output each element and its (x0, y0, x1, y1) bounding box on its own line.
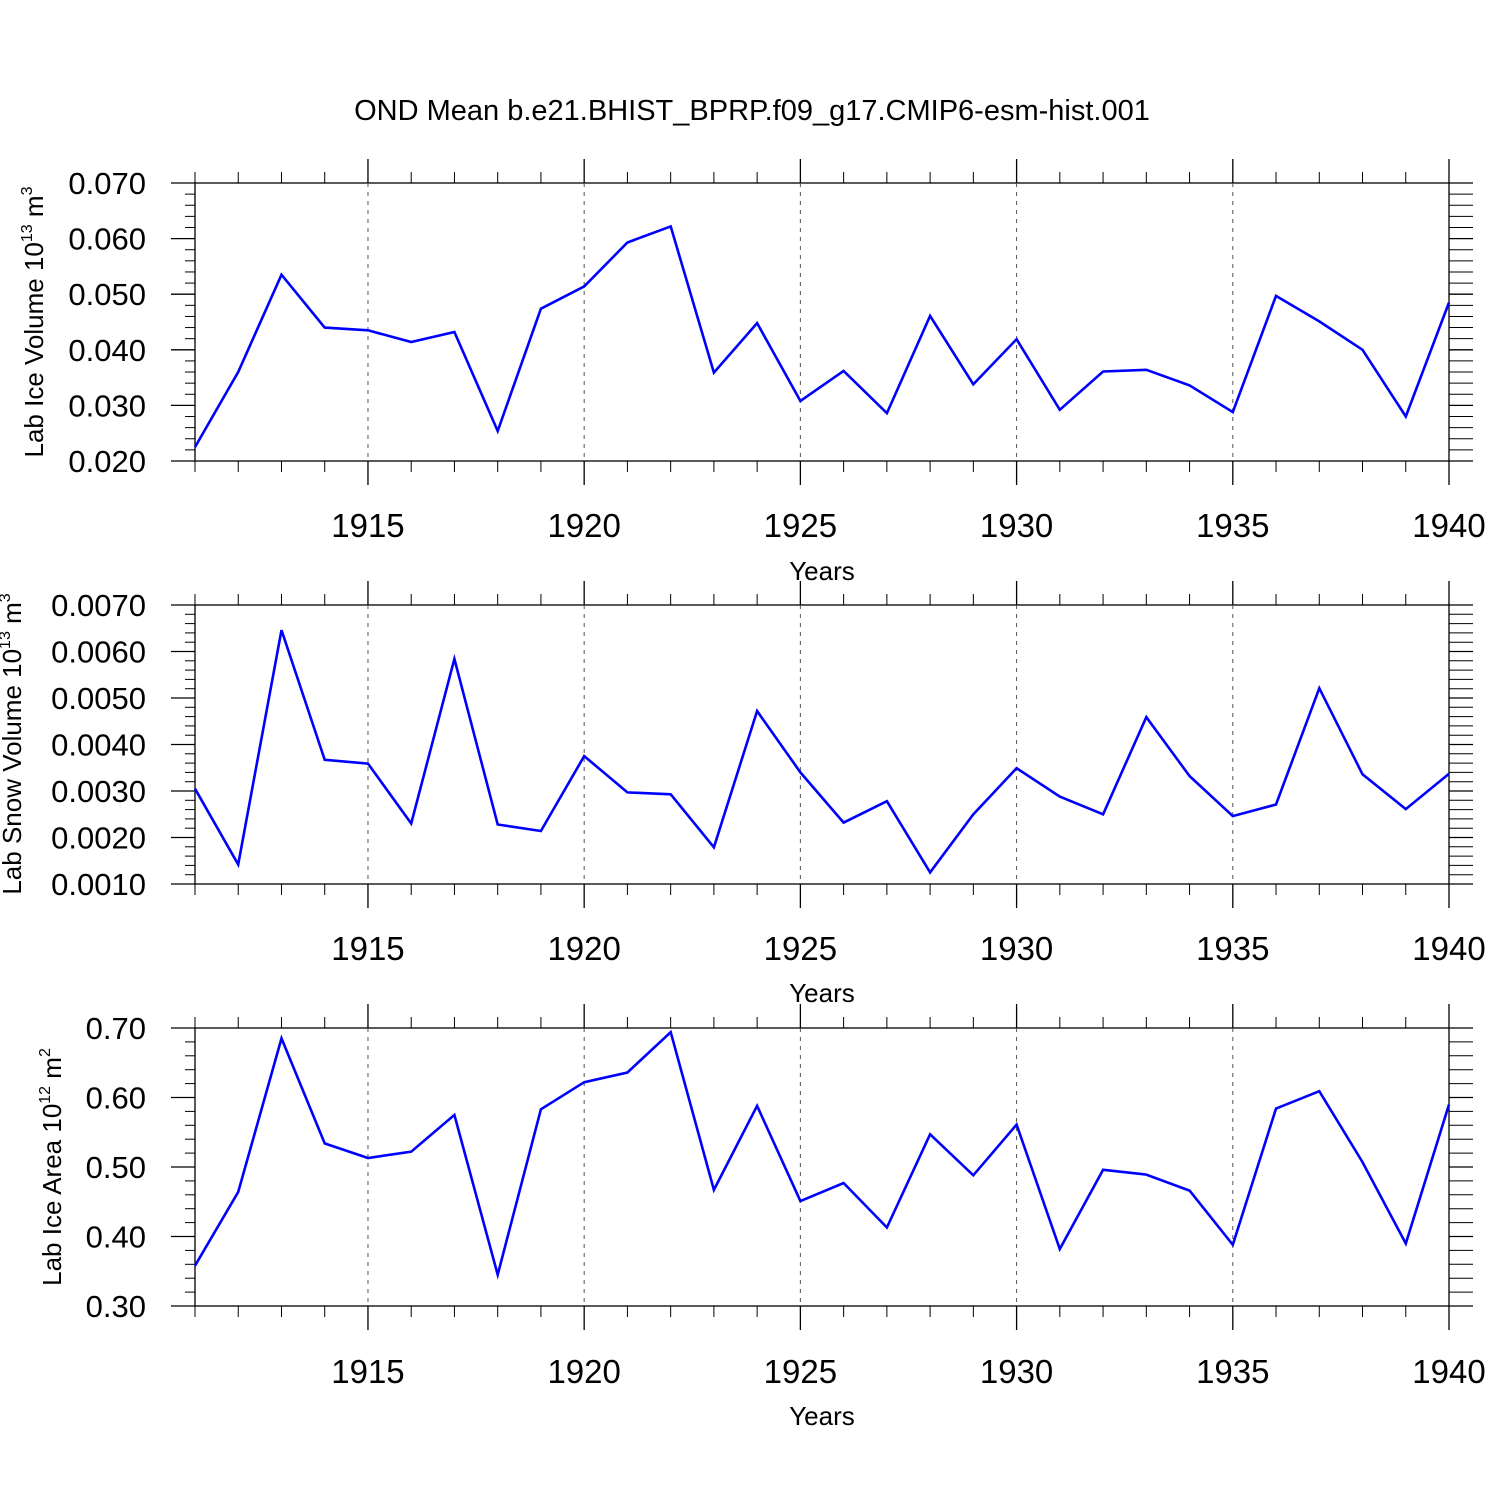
y-tick-label: 0.0040 (51, 728, 146, 763)
snow-volume-panel: Years Lab Snow Volume 1013 m3 1915 1920 19… (0, 581, 1486, 1008)
x-tick-label: 1930 (980, 1353, 1053, 1390)
y-tick-label: 0.30 (86, 1289, 146, 1324)
y-tick-label: 0.50 (86, 1150, 146, 1185)
x-tick-label: 1940 (1412, 1353, 1485, 1390)
x-tick-label: 1935 (1196, 507, 1269, 544)
x-tick-label: 1925 (764, 507, 837, 544)
x-tick-label: 1935 (1196, 930, 1269, 967)
y-axis-label-unit-exp: 3 (0, 593, 14, 602)
series-line (193, 629, 1450, 875)
x-tick-label: 1935 (1196, 1353, 1269, 1390)
x-tick-label: 1930 (980, 507, 1053, 544)
y-axis-label: Lab Snow Volume 1013 m3 (0, 593, 27, 894)
ice-volume-panel: Years Lab Ice Volume 1013 m3 1915 1920 192… (19, 159, 1486, 586)
y-axis-label-main: Lab Snow Volume 10 (0, 649, 27, 895)
y-axis-label-main: Lab Ice Volume 10 (19, 242, 49, 457)
y-axis-label-unit-exp: 2 (37, 1048, 54, 1057)
plot-frame (194, 604, 1450, 885)
y-tick-label: 0.0050 (51, 681, 146, 716)
y-axis-label: Lab Ice Volume 1013 m3 (19, 186, 49, 457)
y-tick-label: 0.050 (68, 277, 146, 312)
y-tick-label: 0.60 (86, 1081, 146, 1116)
y-axis-label: Lab Ice Area 1012 m2 (37, 1048, 67, 1286)
y-tick-label: 0.030 (68, 388, 146, 423)
x-axis-label: Years (789, 1401, 855, 1431)
x-tick-label: 1920 (547, 1353, 620, 1390)
y-axis-label-unit: m (19, 195, 49, 224)
x-tick-label: 1915 (331, 930, 404, 967)
y-tick-label: 0.0010 (51, 867, 146, 902)
plot-frame (194, 1027, 1450, 1307)
figure-title: OND Mean b.e21.BHIST_BPRP.f09_g17.CMIP6-… (354, 95, 1150, 127)
y-tick-label: 0.70 (86, 1011, 146, 1046)
y-tick-label: 0.0070 (51, 588, 146, 623)
y-axis-label-unit: m (37, 1057, 67, 1086)
x-tick-label: 1915 (331, 507, 404, 544)
y-axis-label-exp: 13 (19, 224, 36, 242)
x-tick-label: 1940 (1412, 930, 1485, 967)
y-tick-label: 0.0020 (51, 821, 146, 856)
y-axis-label-exp: 13 (0, 631, 14, 649)
x-tick-label: 1930 (980, 930, 1053, 967)
series-line (193, 224, 1451, 448)
y-tick-label: 0.0030 (51, 774, 146, 809)
x-tick-label: 1925 (764, 1353, 837, 1390)
y-tick-label: 0.020 (68, 444, 146, 479)
x-tick-label: 1940 (1412, 507, 1485, 544)
series-line (193, 1029, 1451, 1280)
y-axis-label-unit-exp: 3 (19, 186, 36, 195)
y-tick-label: 0.0060 (51, 635, 146, 670)
y-tick-label: 0.40 (86, 1220, 146, 1255)
x-tick-label: 1915 (331, 1353, 404, 1390)
plot-frame (194, 182, 1450, 462)
x-tick-label: 1925 (764, 930, 837, 967)
x-axis-label: Years (789, 978, 855, 1008)
y-axis-label-unit: m (0, 602, 27, 631)
ice-area-panel: Years Lab Ice Area 1012 m2 1915 1920 1925 1… (37, 1004, 1486, 1431)
y-axis-label-main: Lab Ice Area 10 (37, 1104, 67, 1286)
x-tick-label: 1920 (547, 930, 620, 967)
x-axis-label: Years (789, 556, 855, 586)
y-axis-label-exp: 12 (37, 1086, 54, 1104)
x-tick-label: 1920 (547, 507, 620, 544)
y-tick-label: 0.040 (68, 333, 146, 368)
y-tick-label: 0.070 (68, 166, 146, 201)
y-tick-label: 0.060 (68, 222, 146, 257)
